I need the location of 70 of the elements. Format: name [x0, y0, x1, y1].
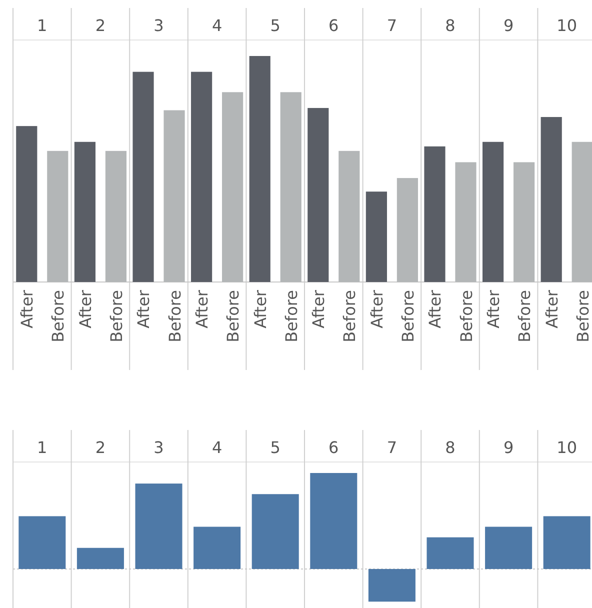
x-tick-label: 4 — [212, 438, 222, 457]
text: After — [367, 290, 386, 328]
x-tick-label: 7 — [386, 438, 398, 457]
x-tick-label: 1 — [37, 16, 48, 35]
bar — [16, 126, 38, 282]
bar — [249, 56, 270, 282]
bar — [18, 516, 66, 569]
bar — [426, 537, 474, 569]
text: Before — [48, 290, 68, 342]
text: Before — [515, 290, 534, 342]
bar — [572, 142, 592, 282]
text: After — [426, 290, 445, 328]
text: After — [134, 290, 154, 328]
x-tick-label: 5 — [270, 16, 280, 35]
x-tick-label: 7 — [386, 16, 398, 35]
bar — [105, 150, 126, 282]
text: Before — [573, 290, 592, 342]
text: After — [250, 290, 270, 328]
bar — [164, 110, 185, 282]
bar — [132, 72, 154, 282]
bar — [514, 162, 535, 282]
text: Before — [340, 290, 360, 342]
bar — [135, 484, 182, 569]
x-tick-label: 5 — [270, 438, 280, 457]
bar — [280, 92, 302, 282]
bar — [194, 526, 241, 569]
text: Before — [282, 290, 301, 342]
x-tick-label: 2 — [95, 16, 106, 35]
text: Before — [398, 290, 418, 342]
x-tick-label: 10 — [556, 16, 578, 35]
bar — [482, 142, 504, 282]
bar — [366, 192, 387, 282]
bar — [308, 108, 329, 282]
bar — [543, 516, 590, 569]
bar — [455, 162, 476, 282]
text: After — [484, 290, 504, 328]
x-tick-label: 8 — [445, 438, 456, 457]
x-tick-label: 1 — [37, 438, 48, 457]
text: Before — [165, 290, 184, 342]
text: Before — [106, 290, 126, 342]
text: Before — [224, 290, 243, 342]
text: After — [76, 290, 95, 328]
text: After — [542, 290, 562, 328]
x-tick-label: 3 — [154, 16, 164, 35]
text: After — [309, 290, 328, 328]
bar — [252, 494, 299, 569]
x-tick-label: 9 — [503, 16, 514, 35]
x-tick-label: 6 — [328, 16, 339, 35]
bar — [485, 526, 532, 569]
bar — [76, 548, 124, 569]
text: After — [18, 290, 37, 328]
x-tick-label: 3 — [154, 438, 164, 457]
x-tick-label: 9 — [503, 438, 514, 457]
x-tick-label: 2 — [95, 438, 106, 457]
bar — [424, 146, 446, 282]
bar — [74, 142, 96, 282]
bar — [396, 178, 418, 282]
bar — [368, 569, 416, 602]
bar — [191, 72, 212, 282]
x-tick-label: 4 — [212, 16, 222, 35]
bar — [338, 150, 360, 282]
bar — [47, 150, 68, 282]
text: After — [192, 290, 212, 328]
bar — [310, 473, 358, 569]
bar — [222, 92, 244, 282]
x-tick-label: 10 — [556, 438, 578, 457]
x-tick-label: 8 — [445, 16, 456, 35]
bar — [540, 117, 562, 282]
x-tick-label: 6 — [328, 438, 339, 457]
text: Before — [456, 290, 476, 342]
